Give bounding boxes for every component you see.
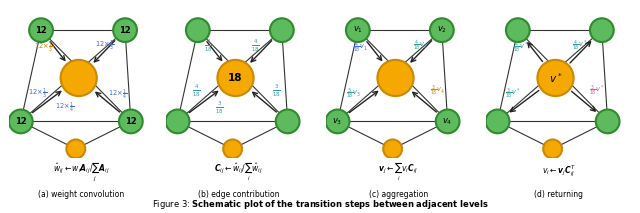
Text: $v_1$: $v_1$ <box>353 25 363 35</box>
Text: $\frac{3}{18}v_3$: $\frac{3}{18}v_3$ <box>346 87 361 101</box>
Circle shape <box>436 109 460 133</box>
Text: $v^*$: $v^*$ <box>548 71 562 85</box>
Text: (d) returning: (d) returning <box>534 190 583 199</box>
Text: $\boldsymbol{v}_j \leftarrow \sum_i v_i\boldsymbol{C}_{ij}$: $\boldsymbol{v}_j \leftarrow \sum_i v_i\… <box>378 160 419 183</box>
Circle shape <box>119 109 143 133</box>
Text: $12\!\times\!\frac{1}{3}$: $12\!\times\!\frac{1}{3}$ <box>28 87 48 101</box>
Circle shape <box>378 60 413 96</box>
Circle shape <box>590 18 614 42</box>
Circle shape <box>506 18 530 42</box>
Circle shape <box>346 18 370 42</box>
Text: $v_3$: $v_3$ <box>332 116 342 127</box>
Circle shape <box>326 109 349 133</box>
Text: (b) edge contribution: (b) edge contribution <box>198 190 279 199</box>
Text: 12: 12 <box>35 26 47 35</box>
Text: 12: 12 <box>125 117 137 126</box>
Circle shape <box>218 60 253 96</box>
Text: $\frac{4}{18}v^*$: $\frac{4}{18}v^*$ <box>513 40 529 55</box>
Text: (a) weight convolution: (a) weight convolution <box>38 190 125 199</box>
Text: $12\!\times\!\frac{1}{4}$: $12\!\times\!\frac{1}{4}$ <box>108 88 127 102</box>
Circle shape <box>166 109 189 133</box>
Text: $12\!\times\!\frac{1}{3}$: $12\!\times\!\frac{1}{3}$ <box>35 40 54 55</box>
Text: $\frac{4}{18}v_2$: $\frac{4}{18}v_2$ <box>413 39 428 53</box>
Circle shape <box>67 140 85 158</box>
Text: $\frac{4}{18}$: $\frac{4}{18}$ <box>192 83 201 99</box>
Text: $\frac{3}{18}v_4$: $\frac{3}{18}v_4$ <box>430 84 445 98</box>
Text: $v_2$: $v_2$ <box>436 25 447 35</box>
Text: Figure 3: $\mathbf{Schematic\ plot\ of\ the\ transition\ steps\ between\ adjacen: Figure 3: $\mathbf{Schematic\ plot\ of\ … <box>152 198 488 211</box>
Circle shape <box>430 18 454 42</box>
Circle shape <box>113 18 137 42</box>
Text: $\hat{w}_{ij} \leftarrow w_i\boldsymbol{A}_{ij}/\sum_j \boldsymbol{A}_{ij}$: $\hat{w}_{ij} \leftarrow w_i\boldsymbol{… <box>53 160 110 183</box>
Text: $v_i \leftarrow \boldsymbol{v}_j\boldsymbol{C}_{ij}^T$: $v_i \leftarrow \boldsymbol{v}_j\boldsym… <box>541 164 575 179</box>
Circle shape <box>383 140 402 158</box>
Text: $\frac{4}{18}v^*$: $\frac{4}{18}v^*$ <box>572 39 588 53</box>
Circle shape <box>538 60 573 96</box>
Circle shape <box>61 60 97 96</box>
Circle shape <box>223 140 242 158</box>
Text: $12\!\times\!\frac{1}{3}$: $12\!\times\!\frac{1}{3}$ <box>95 39 115 53</box>
Text: $\frac{3}{18}v^*$: $\frac{3}{18}v^*$ <box>506 87 522 101</box>
Text: $\frac{3}{18}$: $\frac{3}{18}$ <box>215 100 224 117</box>
Circle shape <box>486 109 509 133</box>
Circle shape <box>543 140 562 158</box>
Circle shape <box>270 18 294 42</box>
Circle shape <box>596 109 620 133</box>
Circle shape <box>29 18 53 42</box>
Text: $\frac{4}{18}$: $\frac{4}{18}$ <box>204 38 212 54</box>
Text: 12: 12 <box>119 26 131 35</box>
Text: $\frac{4}{18}$: $\frac{4}{18}$ <box>252 38 260 54</box>
Text: $\frac{3}{18}v^*$: $\frac{3}{18}v^*$ <box>589 84 605 98</box>
Text: $v_4$: $v_4$ <box>442 116 453 127</box>
Text: 18: 18 <box>228 73 243 83</box>
Text: 12: 12 <box>15 117 27 126</box>
Circle shape <box>186 18 210 42</box>
Text: $12\!\times\!\frac{1}{4}$: $12\!\times\!\frac{1}{4}$ <box>54 101 74 115</box>
Text: $\frac{3}{18}$: $\frac{3}{18}$ <box>271 83 280 99</box>
Text: $\frac{4}{18}v_1$: $\frac{4}{18}v_1$ <box>353 40 369 55</box>
Text: (c) aggregation: (c) aggregation <box>369 190 428 199</box>
Circle shape <box>9 109 33 133</box>
Circle shape <box>276 109 300 133</box>
Text: $\boldsymbol{C}_{ij} \leftarrow \hat{w}_{ij}/\sum_i \hat{w}_{ij}$: $\boldsymbol{C}_{ij} \leftarrow \hat{w}_… <box>214 160 263 183</box>
